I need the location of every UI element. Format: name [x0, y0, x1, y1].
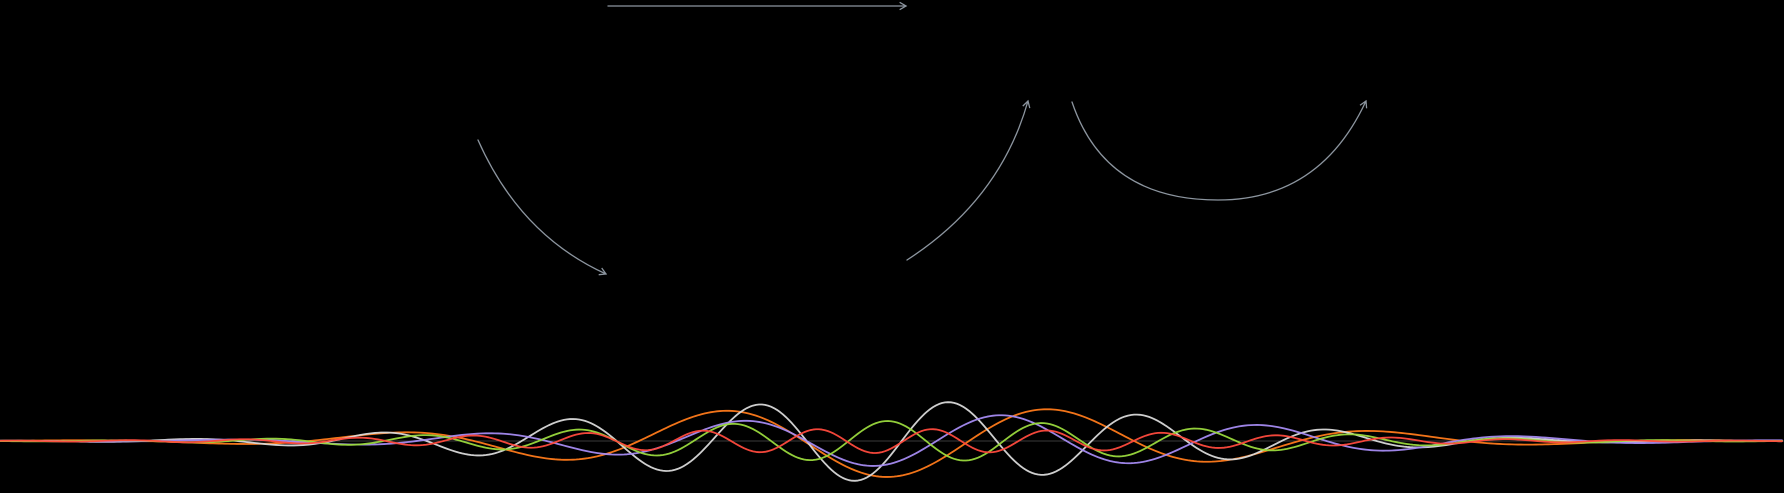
right-arc-arrow: [1071, 99, 1368, 201]
green-wave: [0, 420, 1783, 462]
waves-layer: [0, 401, 1784, 482]
left-curved-arrow: [477, 139, 608, 276]
middle-curved-arrow: [906, 99, 1031, 261]
arrows-layer: [477, 1, 1368, 276]
orange-wave: [0, 408, 1783, 478]
purple-wave: [0, 414, 1783, 467]
red-wave: [0, 428, 1783, 454]
